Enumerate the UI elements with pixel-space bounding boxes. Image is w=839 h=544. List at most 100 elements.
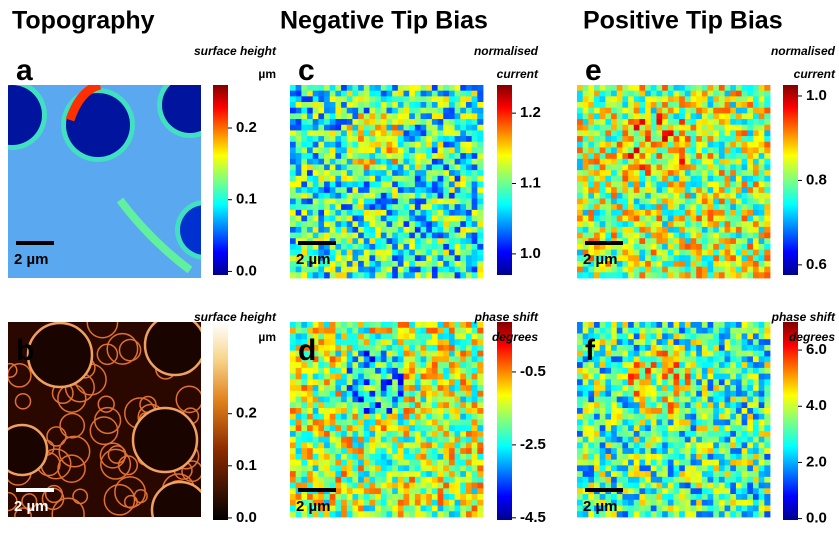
pixel bbox=[358, 488, 364, 494]
scale-bar-label: 2 µm bbox=[14, 498, 49, 515]
pixel bbox=[330, 108, 336, 114]
pixel bbox=[369, 272, 375, 278]
pixel bbox=[577, 182, 583, 188]
pixel bbox=[313, 136, 319, 142]
pixel bbox=[426, 374, 432, 380]
pixel bbox=[617, 96, 623, 102]
pixel bbox=[335, 339, 341, 345]
pixel bbox=[352, 442, 358, 448]
pixel bbox=[358, 437, 364, 443]
pixel bbox=[622, 147, 628, 153]
pixel bbox=[634, 425, 640, 431]
pixel bbox=[307, 448, 313, 454]
pixel bbox=[358, 176, 364, 182]
pixel bbox=[742, 125, 748, 131]
pixel bbox=[764, 488, 770, 494]
pixel bbox=[764, 500, 770, 506]
pixel bbox=[651, 210, 657, 216]
pixel bbox=[759, 420, 765, 426]
pixel bbox=[472, 153, 478, 159]
pixel bbox=[605, 345, 611, 351]
pixel bbox=[341, 193, 347, 199]
pixel bbox=[290, 408, 296, 414]
pixel bbox=[668, 221, 674, 227]
pixel bbox=[398, 465, 404, 471]
pixel bbox=[639, 500, 645, 506]
pixel bbox=[628, 272, 634, 278]
pixel bbox=[577, 221, 583, 227]
pixel bbox=[691, 153, 697, 159]
pixel bbox=[594, 210, 600, 216]
pixel bbox=[691, 362, 697, 368]
pixel bbox=[466, 182, 472, 188]
pixel bbox=[662, 356, 668, 362]
pixel bbox=[364, 425, 370, 431]
pixel bbox=[617, 108, 623, 114]
pixel bbox=[685, 414, 691, 420]
pixel bbox=[645, 176, 651, 182]
pixel bbox=[369, 142, 375, 148]
pixel bbox=[651, 119, 657, 125]
pixel bbox=[335, 164, 341, 170]
pixel bbox=[674, 437, 680, 443]
pixel bbox=[651, 164, 657, 170]
pixel bbox=[674, 374, 680, 380]
pixel bbox=[719, 147, 725, 153]
pixel bbox=[369, 477, 375, 483]
pixel bbox=[691, 511, 697, 517]
pixel bbox=[577, 170, 583, 176]
pixel bbox=[347, 494, 353, 500]
pixel bbox=[674, 233, 680, 239]
pixel bbox=[708, 397, 714, 403]
pixel bbox=[381, 102, 387, 108]
pixel bbox=[296, 408, 302, 414]
pixel bbox=[753, 227, 759, 233]
pixel bbox=[460, 96, 466, 102]
pixel bbox=[313, 113, 319, 119]
pixel bbox=[460, 425, 466, 431]
pixel bbox=[742, 465, 748, 471]
pixel bbox=[290, 483, 296, 489]
pixel bbox=[466, 379, 472, 385]
pixel bbox=[685, 244, 691, 250]
pixel bbox=[477, 483, 483, 489]
pixel bbox=[432, 385, 438, 391]
pixel bbox=[736, 454, 742, 460]
pixel bbox=[301, 113, 307, 119]
pixel bbox=[347, 368, 353, 374]
pixel bbox=[364, 402, 370, 408]
pixel bbox=[409, 506, 415, 512]
pixel bbox=[605, 322, 611, 328]
pixel bbox=[415, 227, 421, 233]
pixel bbox=[685, 108, 691, 114]
pixel bbox=[324, 227, 330, 233]
pixel bbox=[628, 170, 634, 176]
pixel bbox=[747, 153, 753, 159]
pixel bbox=[472, 402, 478, 408]
pixel bbox=[381, 437, 387, 443]
pixel bbox=[330, 420, 336, 426]
pixel bbox=[605, 333, 611, 339]
pixel bbox=[764, 471, 770, 477]
pixel bbox=[404, 210, 410, 216]
pixel bbox=[415, 102, 421, 108]
pixel bbox=[656, 368, 662, 374]
pixel bbox=[696, 147, 702, 153]
pixel bbox=[477, 159, 483, 165]
pixel bbox=[335, 425, 341, 431]
pixel bbox=[617, 391, 623, 397]
pixel bbox=[290, 391, 296, 397]
pixel bbox=[713, 85, 719, 91]
pixel bbox=[296, 113, 302, 119]
pixel bbox=[713, 460, 719, 466]
pixel bbox=[662, 91, 668, 97]
colorbar-tick-label: 0.6 bbox=[806, 256, 827, 273]
pixel bbox=[617, 199, 623, 205]
pixel bbox=[443, 322, 449, 328]
pixel bbox=[415, 460, 421, 466]
pixel bbox=[455, 267, 461, 273]
pixel bbox=[301, 130, 307, 136]
pixel bbox=[753, 255, 759, 261]
pixel bbox=[719, 130, 725, 136]
pixel bbox=[708, 339, 714, 345]
